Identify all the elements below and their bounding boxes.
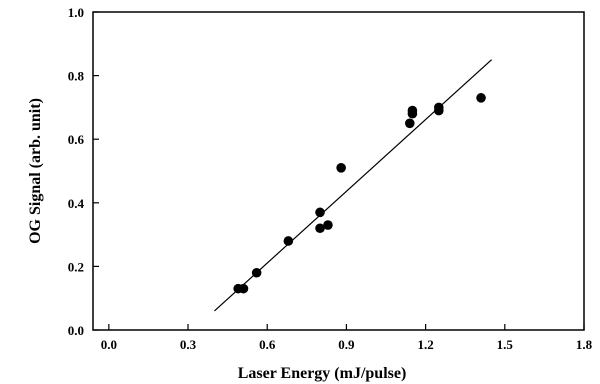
data-point — [434, 102, 444, 113]
x-tick-label: 1.2 — [417, 337, 433, 352]
y-tick-label: 0.0 — [68, 323, 84, 338]
fit-line — [214, 59, 493, 312]
plot-frame — [92, 11, 585, 331]
data-point — [407, 105, 418, 116]
axis-ticks — [93, 11, 585, 331]
x-tick-labels: 0.0 0.3 0.6 0.9 1.2 1.5 1.8 — [101, 337, 593, 352]
data-points — [233, 93, 486, 294]
data-point — [323, 220, 333, 230]
data-point — [315, 207, 325, 218]
data-point — [336, 163, 346, 173]
x-tick-label: 1.8 — [576, 337, 593, 352]
data-point — [283, 236, 294, 246]
y-tick-labels: 0.0 0.2 0.4 0.6 0.8 1.0 — [68, 5, 85, 338]
data-point — [315, 223, 325, 234]
y-tick-label: 0.6 — [68, 132, 85, 147]
y-tick-label: 0.2 — [68, 259, 84, 274]
y-tick-label: 1.0 — [68, 5, 84, 20]
data-point — [238, 283, 249, 294]
data-point — [404, 118, 415, 129]
data-point — [251, 267, 262, 278]
x-tick-label: 0.3 — [180, 337, 197, 352]
fit-line-group — [214, 59, 493, 312]
y-tick-label: 0.8 — [68, 69, 85, 84]
y-axis-title: OG Signal (arb. unit) — [27, 98, 44, 244]
data-point — [476, 93, 486, 103]
x-tick-label: 0.0 — [101, 337, 117, 352]
x-tick-label: 0.9 — [338, 337, 355, 352]
x-tick-label: 0.6 — [259, 337, 276, 352]
x-tick-label: 1.5 — [497, 337, 514, 352]
y-tick-label: 0.4 — [68, 196, 85, 211]
x-axis-title: Laser Energy (mJ/pulse) — [238, 365, 407, 382]
